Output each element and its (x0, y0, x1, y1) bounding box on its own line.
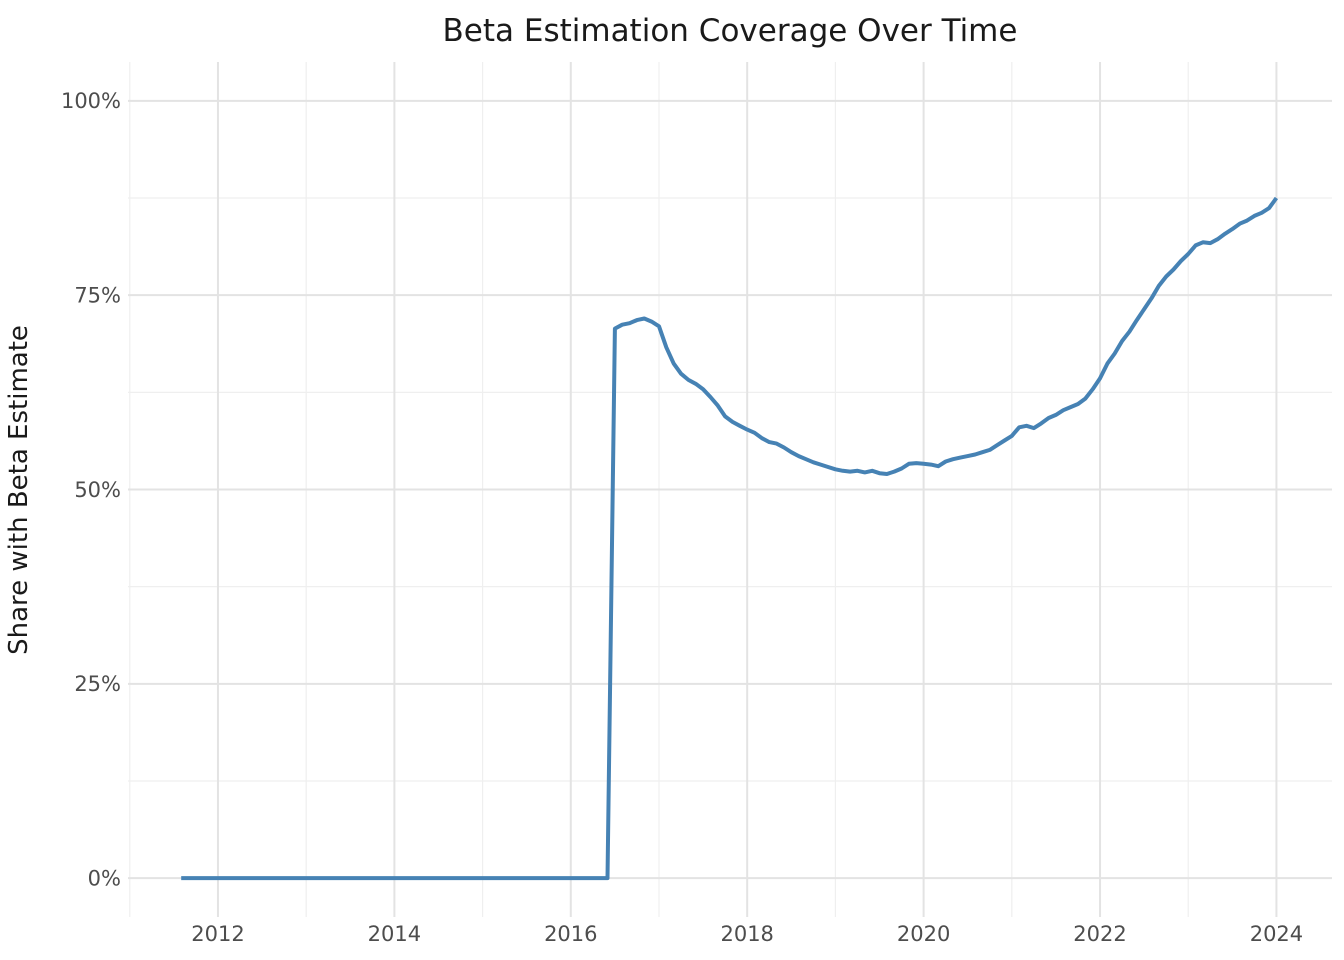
x-tick-label: 2020 (897, 922, 950, 946)
x-tick-label: 2022 (1073, 922, 1126, 946)
x-tick-label: 2024 (1250, 922, 1303, 946)
y-tick-label: 50% (74, 478, 121, 502)
x-tick-label: 2018 (720, 922, 773, 946)
y-tick-label: 75% (74, 284, 121, 308)
x-tick-label: 2014 (368, 922, 421, 946)
x-tick-label: 2016 (544, 922, 597, 946)
y-tick-label: 25% (74, 672, 121, 696)
x-tick-label: 2012 (191, 922, 244, 946)
y-axis-tick-labels: 0% 25% 50% 75% 100% (61, 89, 121, 890)
series-line-share-with-beta-estimate (181, 196, 1279, 881)
y-tick-label: 100% (61, 89, 121, 113)
y-axis-title: Share with Beta Estimate (4, 325, 34, 655)
chart-title: Beta Estimation Coverage Over Time (443, 13, 1018, 49)
y-tick-label: 0% (88, 866, 121, 890)
x-axis-tick-labels: 2012 2014 2016 2018 2020 2022 2024 (191, 922, 1303, 946)
